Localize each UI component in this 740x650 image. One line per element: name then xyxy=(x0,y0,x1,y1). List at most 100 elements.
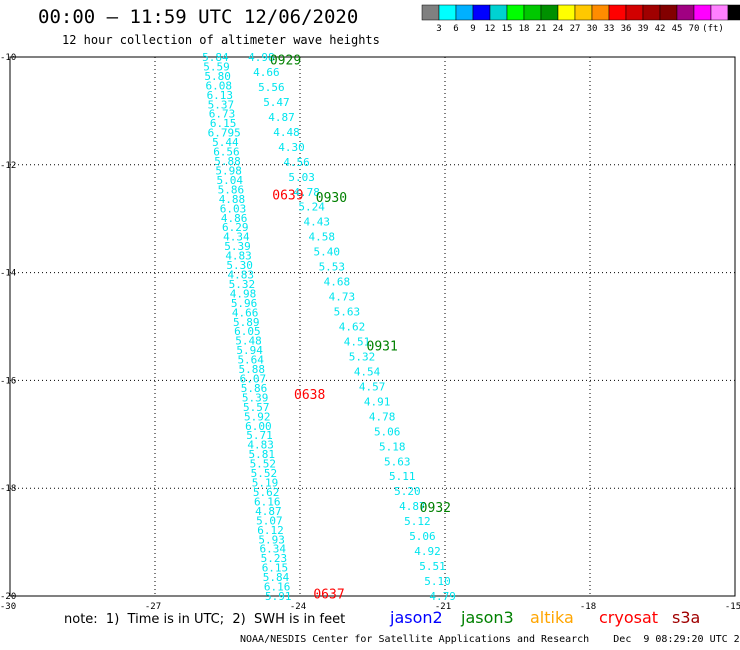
wave-height-value: 5.03 xyxy=(288,171,315,184)
wave-height-value: 5.40 xyxy=(314,246,341,259)
colorbar-label: 33 xyxy=(604,24,615,34)
wave-height-value: 4.66 xyxy=(232,306,259,319)
wave-height-value: 5.44 xyxy=(212,136,239,149)
wave-height-value: 5.64 xyxy=(237,354,264,367)
wave-height-value: 5.98 xyxy=(215,164,242,177)
wave-height-value: 5.48 xyxy=(235,335,262,348)
wave-height-value: 4.78 xyxy=(369,410,396,423)
pass-time-label: 0929 xyxy=(270,54,301,69)
lat-tick-label: -12 xyxy=(0,161,16,171)
wave-height-value: 4.57 xyxy=(359,380,386,393)
wave-height-value: 5.88 xyxy=(214,155,241,168)
lat-tick-label: -10 xyxy=(0,53,16,63)
wave-height-value: 5.88 xyxy=(239,363,266,376)
colorbar-label: 36 xyxy=(621,24,632,34)
colorbar-label: 15 xyxy=(502,24,513,34)
map-frame xyxy=(9,56,736,597)
wave-height-value: 5.63 xyxy=(334,306,361,319)
wave-height-value: 5.39 xyxy=(242,391,269,404)
wave-height-value: 5.57 xyxy=(243,401,270,414)
wave-height-value: 4.54 xyxy=(354,365,381,378)
colorbar-label: 45 xyxy=(672,24,683,34)
wave-height-map: -30 -27 -24 -21 -18 -15 -10 -12 -14 -16 -18 -20 5.84… xyxy=(0,51,740,612)
wave-height-value: 6.00 xyxy=(245,420,272,433)
wave-height-value: 5.62 xyxy=(253,486,280,499)
wave-height-value: 5.32 xyxy=(229,278,256,291)
wave-height-value: 5.10 xyxy=(424,575,451,588)
lon-tick-label: -21 xyxy=(435,602,451,612)
wave-height-value: 6.56 xyxy=(213,146,240,159)
pass-time-label: 0930 xyxy=(316,191,347,206)
wave-height-value: 6.13 xyxy=(207,89,234,102)
wave-height-value: 6.15 xyxy=(210,117,237,130)
wave-height-value: 5.71 xyxy=(246,429,273,442)
pass-time-label: 0932 xyxy=(420,501,451,516)
wave-height-value: 4.51 xyxy=(344,335,371,348)
wave-height-value: 6.15 xyxy=(262,562,289,575)
wave-height-value: 5.86 xyxy=(241,382,268,395)
legend-jason3: jason3 xyxy=(461,608,514,627)
legend-jason2: jason2 xyxy=(390,608,443,627)
wave-height-value: 6.73 xyxy=(209,108,236,121)
wave-height-value: 4.73 xyxy=(329,291,356,304)
note-text: note: 1) Time is in UTC; 2) SWH is in fe… xyxy=(64,612,346,627)
wave-height-value: 5.94 xyxy=(236,344,263,357)
wave-height-value: 5.37 xyxy=(208,98,235,111)
wave-height-value: 5.56 xyxy=(258,81,285,94)
wave-height-value: 6.16 xyxy=(254,495,281,508)
wave-height-value: 5.81 xyxy=(248,448,275,461)
wave-height-value: 4.58 xyxy=(309,231,336,244)
wave-height-value: 5.20 xyxy=(394,485,421,498)
lon-tick-label: -30 xyxy=(0,602,16,612)
colorbar-label: 42 xyxy=(655,24,666,34)
lat-tick-label: -20 xyxy=(0,592,16,602)
wave-height-value: 4.78 xyxy=(293,186,320,199)
wave-height-value: 6.795 xyxy=(208,127,241,140)
wave-height-value: 4.79 xyxy=(429,590,456,603)
pass-time-label: 0639 xyxy=(272,188,303,203)
wave-height-value: 4.87 xyxy=(399,500,426,513)
wave-height-value: 4.98 xyxy=(230,287,257,300)
wave-height-value: 4.56 xyxy=(283,156,310,169)
lon-tick-label: -15 xyxy=(725,602,740,612)
lon-tick-label: -27 xyxy=(145,602,161,612)
wave-height-value: 4.88 xyxy=(219,193,246,206)
colorbar-label: 21 xyxy=(536,24,547,34)
wave-height-value: 5.59 xyxy=(203,60,230,73)
pass-time-label: 0637 xyxy=(313,587,344,602)
colorbar-label: 30 xyxy=(587,24,598,34)
lon-tick-label: -18 xyxy=(580,602,596,612)
colorbar: 3 6 9 12 15 18 21 24 27 30 33 36 39 42 45 70 (ft) xyxy=(421,4,740,34)
page-title: 00:00 – 11:59 UTC 12/06/2020 xyxy=(38,6,359,28)
wave-height-value: 6.03 xyxy=(220,202,247,215)
wave-height-value: 5.30 xyxy=(226,259,253,272)
footer-credit: NOAA/NESDIS Center for Satellite Applica… xyxy=(240,634,740,645)
wave-height-value: 4.87 xyxy=(268,111,295,124)
wave-height-value: 5.06 xyxy=(374,425,401,438)
wave-height-value: 6.29 xyxy=(222,221,249,234)
wave-height-value: 4.91 xyxy=(364,395,391,408)
wave-height-value: 4.30 xyxy=(278,141,305,154)
wave-height-value: 5.52 xyxy=(251,467,278,480)
wave-height-value: 5.92 xyxy=(244,410,271,423)
wave-height-value: 6.05 xyxy=(234,325,261,338)
wave-height-value: 5.52 xyxy=(250,458,277,471)
wave-height-value: 5.12 xyxy=(404,515,431,528)
pass-time-label: 0638 xyxy=(294,388,325,403)
legend-altika: altika xyxy=(530,608,574,627)
wave-height-value: 5.39 xyxy=(224,240,251,253)
wave-height-value: 4.48 xyxy=(273,126,300,139)
wave-height-value: 4.83 xyxy=(247,439,274,452)
lat-tick-label: -18 xyxy=(0,484,16,494)
wave-height-value: 5.96 xyxy=(231,297,258,310)
legend-s3a: s3a xyxy=(672,608,701,627)
wave-height-value: 5.80 xyxy=(204,70,231,83)
wave-height-value: 6.34 xyxy=(259,543,286,556)
wave-height-value: 5.47 xyxy=(263,96,290,109)
wave-height-value: 5.84 xyxy=(202,51,229,64)
wave-height-value: 4.92 xyxy=(414,545,441,558)
lat-tick-label: -16 xyxy=(0,376,16,386)
lon-tick-label: -24 xyxy=(290,602,306,612)
wave-height-value: 5.11 xyxy=(389,470,416,483)
wave-height-value: 4.34 xyxy=(223,231,250,244)
